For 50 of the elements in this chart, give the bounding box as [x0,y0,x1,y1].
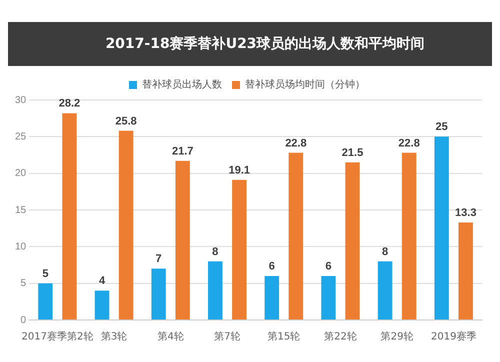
chart-title: 2017-18赛季替补U23球员的出场人数和平均时间 [8,22,492,66]
data-label: 7 [156,253,162,266]
y-tick-label: 0 [20,314,27,326]
y-tick-label: 10 [15,241,27,252]
bar [402,152,416,320]
data-label: 21.7 [172,145,194,158]
x-tick-label: 2019赛季 [430,330,476,343]
data-label: 4 [98,275,106,288]
data-label: 13.3 [455,207,476,219]
data-label: 6 [325,260,332,273]
bar [208,261,222,320]
x-tick-label: 第15轮 [268,330,300,343]
bar [94,290,110,320]
data-label: 6 [268,260,275,273]
data-label: 25.8 [115,115,137,128]
bar [264,276,280,320]
data-label: 25 [436,121,448,134]
bar [345,162,360,320]
data-label: 28.2 [58,98,80,110]
y-tick-label: 5 [20,278,27,290]
bar [62,113,77,320]
x-tick-label: 第4轮 [157,330,184,343]
bar [458,222,473,320]
legend-label: 替补球员出场人数 [142,78,222,91]
bar [232,180,247,320]
bar [434,136,449,320]
data-label: 5 [42,268,48,280]
bar [321,276,336,320]
bar [378,261,392,320]
data-label: 8 [212,246,218,258]
x-tick-label: 第29轮 [380,330,414,343]
bar [118,130,134,320]
bar [38,283,53,320]
bar [288,152,304,320]
data-label: 22.8 [398,137,420,150]
data-label: 21.5 [342,146,364,159]
data-label: 8 [382,246,388,258]
bar [151,268,166,320]
x-tick-label: 2017赛季第2轮 [22,330,94,343]
y-tick-label: 20 [15,168,27,180]
bar [175,160,190,320]
legend-label: 替补球员场均时间（分钟） [245,78,365,91]
data-label: 22.8 [285,137,307,150]
x-tick-label: 第22轮 [324,330,357,343]
y-tick-label: 30 [15,94,27,106]
x-tick-label: 第7轮 [214,330,240,343]
y-tick-label: 15 [15,204,27,216]
data-label: 19.1 [228,164,250,176]
y-tick-label: 25 [15,131,27,142]
x-tick-label: 第3轮 [100,330,128,343]
